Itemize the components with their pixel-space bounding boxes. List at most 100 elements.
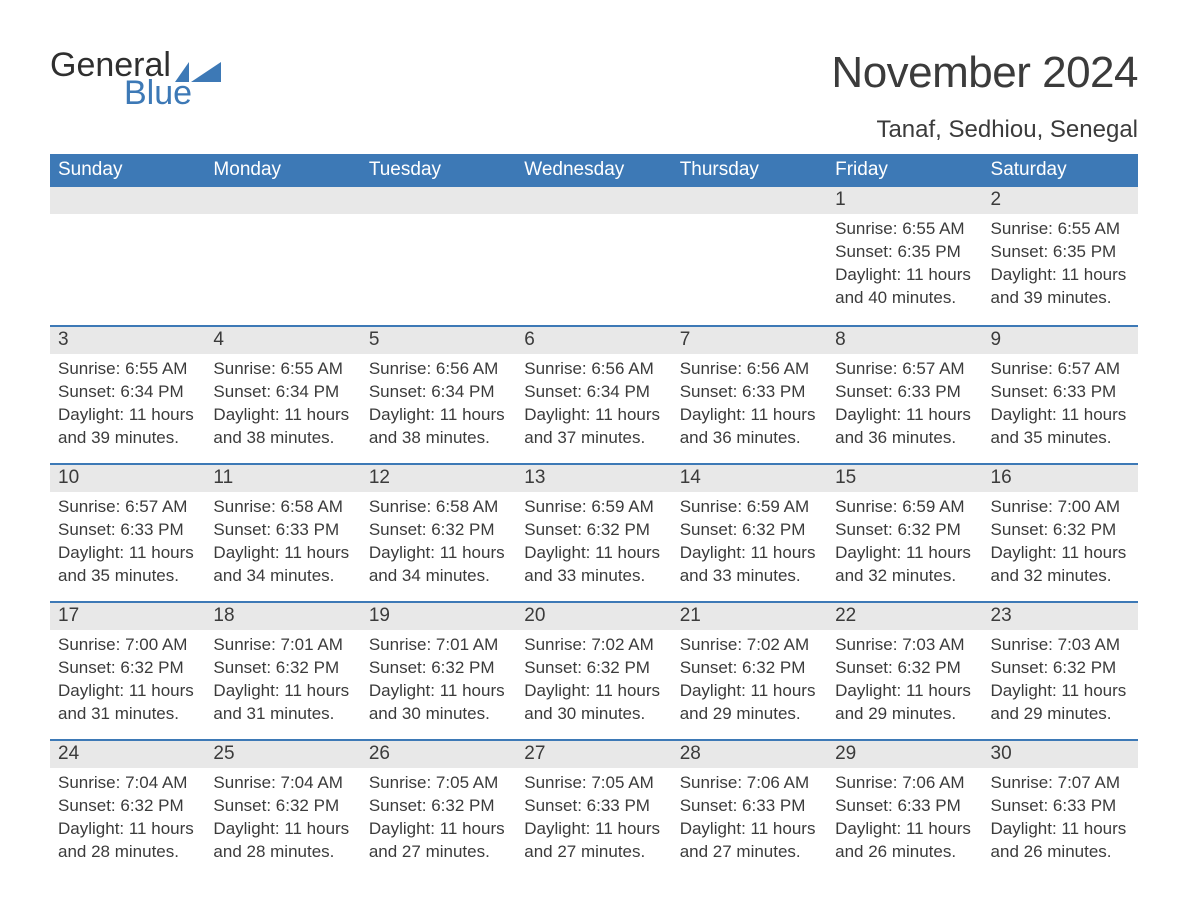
- sunset-text: Sunset: 6:32 PM: [524, 657, 663, 680]
- day-number: 7: [672, 327, 827, 354]
- sunrise-text: Sunrise: 7:01 AM: [369, 634, 508, 657]
- daylight-text: Daylight: 11 hours and 29 minutes.: [835, 680, 974, 726]
- dow-monday: Monday: [205, 154, 360, 187]
- daylight-text: Daylight: 11 hours and 26 minutes.: [991, 818, 1130, 864]
- day-number: 14: [672, 465, 827, 492]
- daylight-text: Daylight: 11 hours and 29 minutes.: [991, 680, 1130, 726]
- day-number: [672, 187, 827, 214]
- day-number: 9: [983, 327, 1138, 354]
- daylight-text: Daylight: 11 hours and 30 minutes.: [524, 680, 663, 726]
- day-body: Sunrise: 7:06 AMSunset: 6:33 PMDaylight:…: [827, 768, 982, 872]
- sunset-text: Sunset: 6:32 PM: [991, 657, 1130, 680]
- day-number: 22: [827, 603, 982, 630]
- daylight-text: Daylight: 11 hours and 27 minutes.: [680, 818, 819, 864]
- day-number: 2: [983, 187, 1138, 214]
- calendar-day: 1Sunrise: 6:55 AMSunset: 6:35 PMDaylight…: [827, 187, 982, 325]
- day-number: 23: [983, 603, 1138, 630]
- day-number: 13: [516, 465, 671, 492]
- day-body: Sunrise: 6:58 AMSunset: 6:33 PMDaylight:…: [205, 492, 360, 596]
- daylight-text: Daylight: 11 hours and 34 minutes.: [369, 542, 508, 588]
- dow-friday: Friday: [827, 154, 982, 187]
- calendar-day: 30Sunrise: 7:07 AMSunset: 6:33 PMDayligh…: [983, 741, 1138, 877]
- day-number: 15: [827, 465, 982, 492]
- day-body: Sunrise: 6:56 AMSunset: 6:34 PMDaylight:…: [361, 354, 516, 458]
- sunset-text: Sunset: 6:32 PM: [991, 519, 1130, 542]
- brand-word2: Blue: [124, 76, 221, 110]
- sunrise-text: Sunrise: 6:55 AM: [991, 218, 1130, 241]
- daylight-text: Daylight: 11 hours and 31 minutes.: [58, 680, 197, 726]
- location-label: Tanaf, Sedhiou, Senegal: [831, 116, 1138, 144]
- calendar-day: 17Sunrise: 7:00 AMSunset: 6:32 PMDayligh…: [50, 603, 205, 739]
- sunset-text: Sunset: 6:34 PM: [369, 381, 508, 404]
- day-body: Sunrise: 7:01 AMSunset: 6:32 PMDaylight:…: [361, 630, 516, 734]
- calendar-day: 15Sunrise: 6:59 AMSunset: 6:32 PMDayligh…: [827, 465, 982, 601]
- sunset-text: Sunset: 6:33 PM: [991, 381, 1130, 404]
- daylight-text: Daylight: 11 hours and 38 minutes.: [213, 404, 352, 450]
- day-number: 5: [361, 327, 516, 354]
- day-number: 24: [50, 741, 205, 768]
- sunrise-text: Sunrise: 7:06 AM: [680, 772, 819, 795]
- sunrise-text: Sunrise: 7:03 AM: [835, 634, 974, 657]
- calendar-day: 26Sunrise: 7:05 AMSunset: 6:32 PMDayligh…: [361, 741, 516, 877]
- sunrise-text: Sunrise: 6:56 AM: [369, 358, 508, 381]
- calendar-day: 10Sunrise: 6:57 AMSunset: 6:33 PMDayligh…: [50, 465, 205, 601]
- calendar-day: 28Sunrise: 7:06 AMSunset: 6:33 PMDayligh…: [672, 741, 827, 877]
- calendar-day: 18Sunrise: 7:01 AMSunset: 6:32 PMDayligh…: [205, 603, 360, 739]
- day-body: Sunrise: 7:02 AMSunset: 6:32 PMDaylight:…: [672, 630, 827, 734]
- day-number: 27: [516, 741, 671, 768]
- calendar-day: 13Sunrise: 6:59 AMSunset: 6:32 PMDayligh…: [516, 465, 671, 601]
- daylight-text: Daylight: 11 hours and 29 minutes.: [680, 680, 819, 726]
- sunrise-text: Sunrise: 6:58 AM: [213, 496, 352, 519]
- sunrise-text: Sunrise: 6:57 AM: [58, 496, 197, 519]
- month-title: November 2024: [831, 48, 1138, 98]
- daylight-text: Daylight: 11 hours and 37 minutes.: [524, 404, 663, 450]
- sunset-text: Sunset: 6:35 PM: [835, 241, 974, 264]
- daylight-text: Daylight: 11 hours and 34 minutes.: [213, 542, 352, 588]
- day-number: 11: [205, 465, 360, 492]
- sunrise-text: Sunrise: 7:03 AM: [991, 634, 1130, 657]
- days-of-week-header: Sunday Monday Tuesday Wednesday Thursday…: [50, 154, 1138, 187]
- day-body: Sunrise: 7:03 AMSunset: 6:32 PMDaylight:…: [827, 630, 982, 734]
- weeks-container: 1Sunrise: 6:55 AMSunset: 6:35 PMDaylight…: [50, 187, 1138, 877]
- dow-thursday: Thursday: [672, 154, 827, 187]
- daylight-text: Daylight: 11 hours and 32 minutes.: [991, 542, 1130, 588]
- dow-saturday: Saturday: [983, 154, 1138, 187]
- daylight-text: Daylight: 11 hours and 40 minutes.: [835, 264, 974, 310]
- day-body: Sunrise: 6:55 AMSunset: 6:34 PMDaylight:…: [50, 354, 205, 458]
- calendar-week: 17Sunrise: 7:00 AMSunset: 6:32 PMDayligh…: [50, 601, 1138, 739]
- sunrise-text: Sunrise: 6:56 AM: [680, 358, 819, 381]
- sunset-text: Sunset: 6:33 PM: [835, 381, 974, 404]
- calendar-day: [672, 187, 827, 325]
- sunset-text: Sunset: 6:34 PM: [58, 381, 197, 404]
- daylight-text: Daylight: 11 hours and 30 minutes.: [369, 680, 508, 726]
- daylight-text: Daylight: 11 hours and 33 minutes.: [680, 542, 819, 588]
- calendar-day: 20Sunrise: 7:02 AMSunset: 6:32 PMDayligh…: [516, 603, 671, 739]
- daylight-text: Daylight: 11 hours and 27 minutes.: [369, 818, 508, 864]
- day-number: 19: [361, 603, 516, 630]
- sunrise-text: Sunrise: 7:02 AM: [680, 634, 819, 657]
- calendar-day: 27Sunrise: 7:05 AMSunset: 6:33 PMDayligh…: [516, 741, 671, 877]
- calendar-day: [516, 187, 671, 325]
- calendar-week: 3Sunrise: 6:55 AMSunset: 6:34 PMDaylight…: [50, 325, 1138, 463]
- day-body: Sunrise: 7:00 AMSunset: 6:32 PMDaylight:…: [983, 492, 1138, 596]
- daylight-text: Daylight: 11 hours and 39 minutes.: [991, 264, 1130, 310]
- calendar-day: [361, 187, 516, 325]
- day-number: 20: [516, 603, 671, 630]
- sunset-text: Sunset: 6:32 PM: [58, 657, 197, 680]
- calendar-day: 9Sunrise: 6:57 AMSunset: 6:33 PMDaylight…: [983, 327, 1138, 463]
- day-number: 12: [361, 465, 516, 492]
- day-number: 21: [672, 603, 827, 630]
- day-body: Sunrise: 6:55 AMSunset: 6:35 PMDaylight:…: [827, 214, 982, 318]
- day-number: 16: [983, 465, 1138, 492]
- sunrise-text: Sunrise: 6:56 AM: [524, 358, 663, 381]
- sunset-text: Sunset: 6:34 PM: [213, 381, 352, 404]
- daylight-text: Daylight: 11 hours and 31 minutes.: [213, 680, 352, 726]
- title-block: November 2024 Tanaf, Sedhiou, Senegal: [831, 48, 1138, 144]
- calendar-day: 3Sunrise: 6:55 AMSunset: 6:34 PMDaylight…: [50, 327, 205, 463]
- calendar-day: 22Sunrise: 7:03 AMSunset: 6:32 PMDayligh…: [827, 603, 982, 739]
- calendar-day: 6Sunrise: 6:56 AMSunset: 6:34 PMDaylight…: [516, 327, 671, 463]
- sunset-text: Sunset: 6:32 PM: [58, 795, 197, 818]
- dow-tuesday: Tuesday: [361, 154, 516, 187]
- day-body: Sunrise: 7:04 AMSunset: 6:32 PMDaylight:…: [50, 768, 205, 872]
- daylight-text: Daylight: 11 hours and 35 minutes.: [991, 404, 1130, 450]
